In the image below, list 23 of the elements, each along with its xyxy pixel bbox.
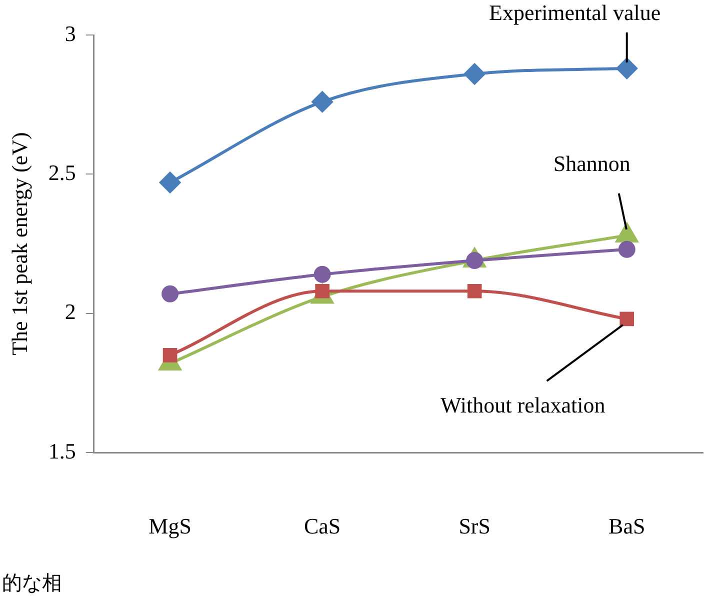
text: Shannon xyxy=(553,151,630,176)
point xyxy=(162,348,178,362)
text: 的な相 xyxy=(2,572,62,594)
point xyxy=(467,284,482,298)
y-axis-title: The 1st peak energy (eV) xyxy=(6,132,32,356)
x-tick-label: BaS xyxy=(608,514,646,539)
point xyxy=(464,63,486,84)
y-tick-label: 2.5 xyxy=(48,160,76,185)
y-tick-label: 1.5 xyxy=(48,438,76,464)
point xyxy=(314,266,331,283)
x-tick-label: SrS xyxy=(458,514,490,539)
series-label: Experimental value xyxy=(489,0,661,26)
x-tick-label: MgS xyxy=(148,514,192,539)
y-tick-label: 3 xyxy=(64,20,76,46)
text: Without relaxation xyxy=(440,392,606,418)
point xyxy=(618,240,636,258)
y-tick-label: 2 xyxy=(64,299,76,324)
point xyxy=(312,91,333,112)
point xyxy=(620,312,634,326)
point xyxy=(616,58,638,79)
point xyxy=(160,172,181,194)
x-tick-label: CaS xyxy=(304,514,341,539)
point xyxy=(162,285,179,302)
